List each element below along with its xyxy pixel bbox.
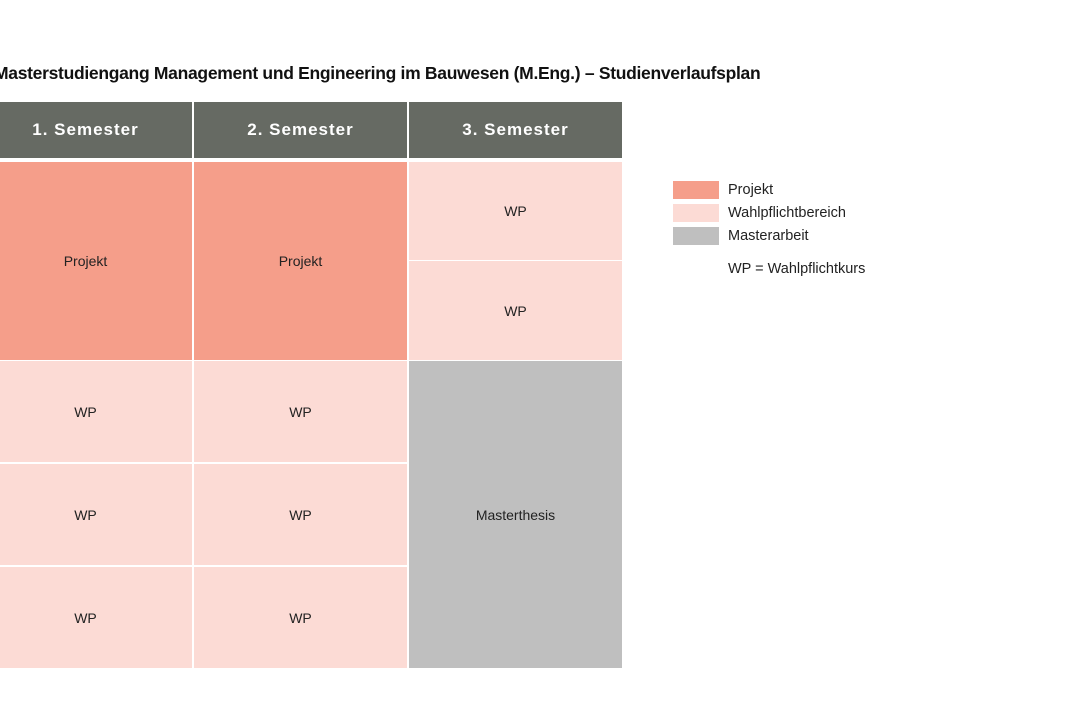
header-semester-1: 1. Semester [0,102,192,158]
sem1-wp-3: WP [0,567,192,668]
sem2-wp-2: WP [194,464,407,565]
sem1-wp-1: WP [0,361,192,462]
header-semester-3: 3. Semester [409,102,622,158]
sem2-wp-3: WP [194,567,407,668]
sem2-projekt: Projekt [194,162,407,360]
sem3-wp-1: WP [409,162,622,260]
legend-label: Masterarbeit [728,228,809,244]
sem2-wp-1: WP [194,361,407,462]
legend-item-masterarbeit: Masterarbeit [673,227,809,245]
sem1-wp-2: WP [0,464,192,565]
legend-item-projekt: Projekt [673,181,773,199]
sem1-projekt: Projekt [0,162,192,360]
curriculum-grid: 1. Semester 2. Semester 3. Semester Proj… [0,102,622,668]
legend-label: Projekt [728,182,774,198]
legend-swatch-wahlpflichtbereich [673,204,719,222]
diagram-title: Masterstudiengang Management und Enginee… [0,63,761,83]
legend-note: WP = Wahlpflichtkurs [728,261,866,277]
legend-swatch-masterarbeit [673,227,719,245]
header-semester-2: 2. Semester [194,102,407,158]
sem3-masterthesis: Masterthesis [409,361,622,668]
legend-label: Wahlpflichtbereich [728,205,846,221]
legend-swatch-projekt [673,181,719,199]
legend-item-wahlpflichtbereich: Wahlpflichtbereich [673,204,846,222]
sem3-wp-2: WP [409,261,622,360]
